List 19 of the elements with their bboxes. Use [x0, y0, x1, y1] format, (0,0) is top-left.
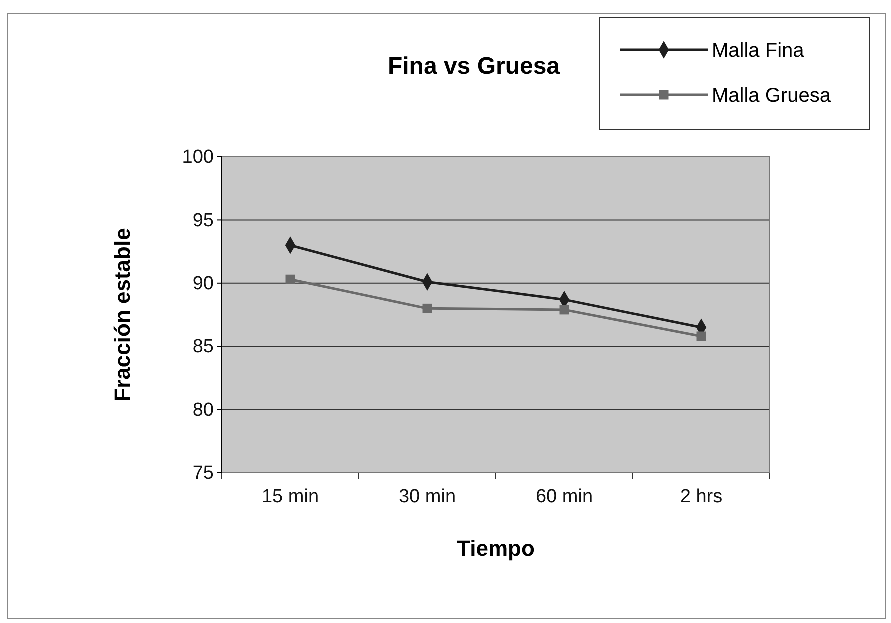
y-tick-label: 90 — [192, 273, 214, 294]
y-tick-label: 95 — [192, 210, 214, 232]
y-tick-label: 80 — [192, 400, 214, 421]
x-tick-label: 2 hrs — [680, 486, 723, 508]
y-axis-title: Fracción estable — [110, 228, 135, 402]
point — [560, 305, 570, 315]
y-tick-label: 75 — [192, 463, 214, 484]
legend-label: Malla Gruesa — [712, 85, 832, 107]
point — [286, 274, 296, 284]
point — [696, 332, 706, 342]
x-tick-label: 15 min — [262, 486, 320, 508]
x-tick-label: 30 min — [398, 486, 456, 508]
x-tick-label: 60 min — [536, 486, 594, 508]
legend-label: Malla Fina — [712, 40, 806, 62]
chart-title: Fina vs Gruesa — [388, 53, 561, 80]
x-axis-title: Tiempo — [457, 536, 535, 561]
y-tick-label: 85 — [192, 336, 214, 358]
y-tick-label: 100 — [182, 147, 214, 168]
point — [422, 304, 432, 314]
